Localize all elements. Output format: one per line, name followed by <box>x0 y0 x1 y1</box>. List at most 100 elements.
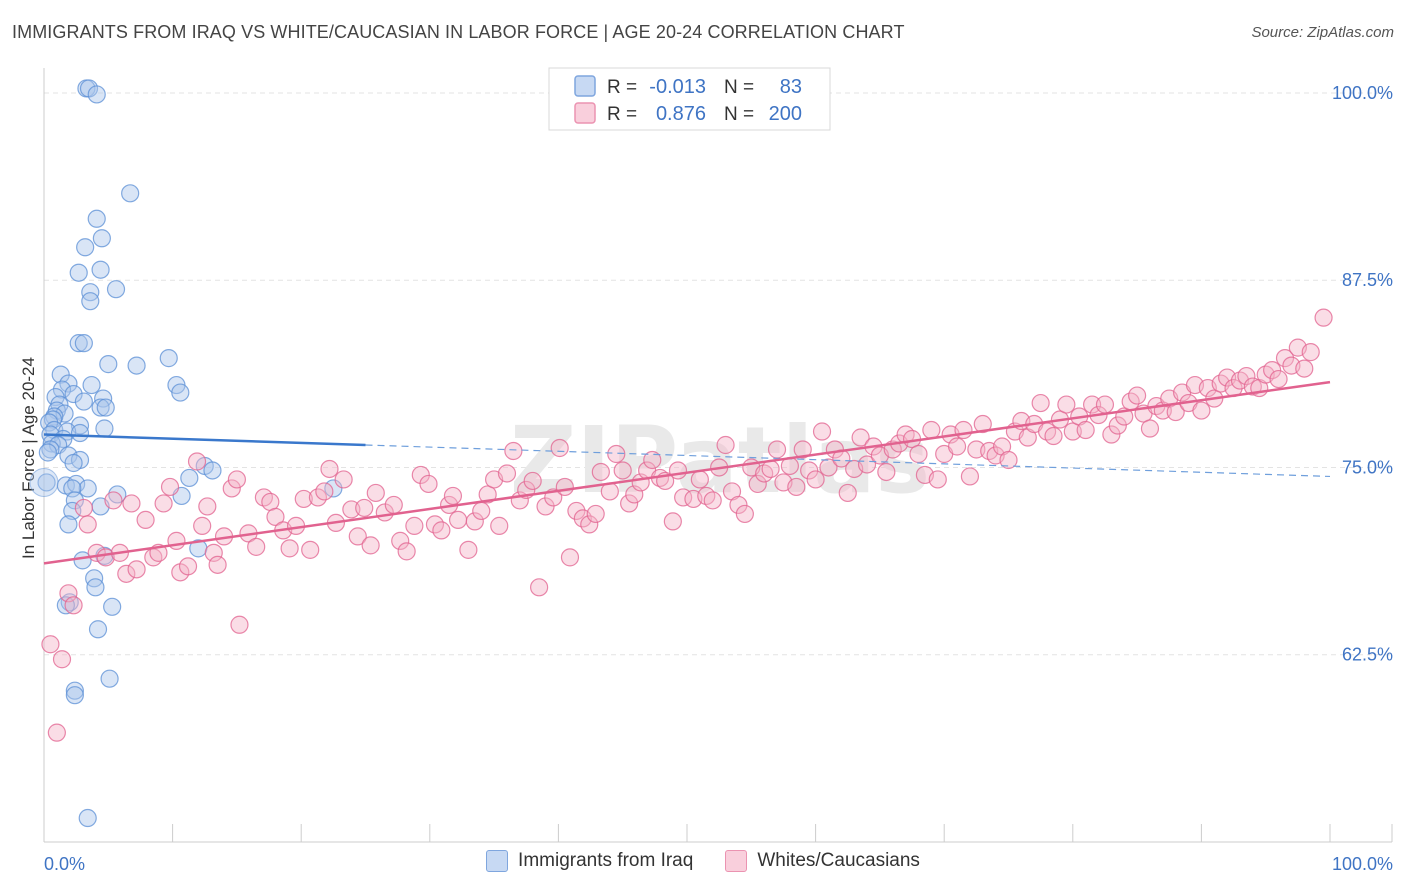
point-whites <box>954 420 973 440</box>
point-whites <box>104 491 123 510</box>
point-whites <box>580 515 599 534</box>
point-iraq <box>87 209 106 228</box>
point-whites <box>78 515 97 534</box>
legend-swatch-pink <box>725 850 748 872</box>
trendline-iraq-extension <box>365 444 1331 478</box>
point-whites <box>315 482 334 501</box>
point-whites <box>748 474 767 494</box>
point-whites <box>187 452 207 471</box>
point-whites <box>1314 308 1333 327</box>
point-whites <box>41 635 60 654</box>
point-whites <box>960 467 980 486</box>
point-whites <box>320 459 339 479</box>
y-axis-label: In Labor Force | Age 20-24 <box>19 357 38 559</box>
bottom-legend: Immigrants from Iraq Whites/Caucasians <box>0 850 1406 872</box>
point-iraq <box>56 596 75 615</box>
point-whites <box>530 578 549 597</box>
point-whites <box>397 542 416 561</box>
point-whites <box>198 497 217 516</box>
point-whites <box>478 485 497 504</box>
point-whites <box>523 471 542 491</box>
point-whites <box>690 470 709 489</box>
point-whites <box>909 444 928 464</box>
point-iraq <box>95 419 114 438</box>
trendline-whites <box>43 380 1331 565</box>
point-whites <box>1057 395 1076 414</box>
point-whites <box>348 527 367 546</box>
point-whites <box>663 512 682 531</box>
point-whites <box>1275 349 1295 368</box>
x-tick-label: 0.0% <box>44 854 85 874</box>
stats-legend: R = -0.013 N = 83 R = 0.876 N = 200 <box>548 67 831 131</box>
point-whites <box>405 516 424 535</box>
point-whites <box>800 461 819 480</box>
series-iraq <box>37 79 343 828</box>
point-iraq <box>64 384 83 404</box>
point-whites <box>448 510 468 530</box>
point-whites <box>127 560 146 579</box>
point-whites <box>1044 426 1063 446</box>
point-whites <box>1140 419 1160 438</box>
point-whites <box>432 521 451 540</box>
point-iraq <box>91 398 110 417</box>
point-whites <box>178 557 198 576</box>
point-whites <box>877 462 896 482</box>
point-whites <box>167 531 186 550</box>
series-whites <box>41 308 1333 742</box>
point-whites <box>52 650 72 669</box>
point-iraq <box>74 392 93 411</box>
point-iraq <box>78 479 97 498</box>
point-iraq <box>69 334 88 353</box>
point-iraq <box>127 356 146 375</box>
point-whites <box>59 584 78 603</box>
point-iraq <box>63 501 82 521</box>
point-whites <box>301 540 320 559</box>
point-whites <box>222 479 241 498</box>
point-iraq <box>65 686 84 705</box>
point-whites <box>591 462 610 482</box>
point-whites <box>419 474 438 494</box>
point-whites <box>504 441 523 461</box>
stats-n-value: 83 <box>780 76 802 98</box>
point-whites <box>851 428 870 447</box>
legend-item-whites[interactable]: Whites/Caucasians <box>725 850 920 872</box>
point-whites <box>555 477 574 497</box>
stats-n-label: N = <box>724 104 754 125</box>
point-whites <box>735 504 754 524</box>
point-iraq <box>76 238 95 257</box>
stats-legend-box <box>548 67 831 131</box>
point-iraq <box>52 380 72 399</box>
point-iraq <box>74 334 93 353</box>
point-whites <box>74 498 93 518</box>
point-whites <box>668 461 688 480</box>
point-whites <box>204 543 223 562</box>
stats-legend-swatch <box>574 102 596 124</box>
point-whites <box>334 470 353 489</box>
point-whites <box>1102 425 1121 444</box>
stats-legend-swatch <box>574 75 596 97</box>
point-whites <box>613 461 632 480</box>
legend-item-iraq[interactable]: Immigrants from Iraq <box>486 850 693 872</box>
point-iraq <box>55 404 74 423</box>
point-whites <box>472 501 491 521</box>
point-iraq <box>88 620 108 639</box>
point-whites <box>497 464 517 483</box>
point-whites <box>1263 360 1282 380</box>
point-iraq <box>64 453 83 473</box>
point-whites <box>230 615 249 634</box>
point-whites <box>928 470 947 489</box>
point-whites <box>620 494 639 513</box>
y-tick-label: 62.5% <box>1342 645 1393 665</box>
point-whites <box>208 555 227 574</box>
point-whites <box>767 440 787 459</box>
point-whites <box>793 440 812 459</box>
point-whites <box>922 420 941 440</box>
point-iraq <box>121 184 140 203</box>
point-whites <box>787 477 806 497</box>
point-iraq <box>45 407 64 426</box>
point-iraq-large <box>29 467 59 497</box>
point-iraq <box>78 808 97 828</box>
chart-source: Source: ZipAtlas.com <box>1251 24 1394 41</box>
legend-label-iraq: Immigrants from Iraq <box>518 850 694 871</box>
